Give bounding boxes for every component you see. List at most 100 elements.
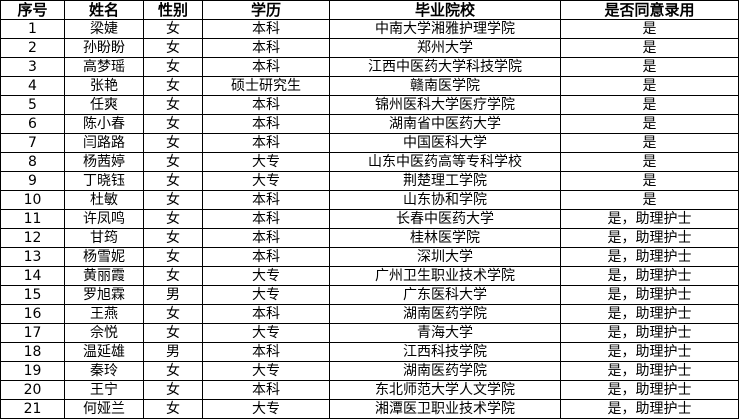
cell-education: 大专 (202, 266, 330, 286)
table-row: 10 杜敏女本科 山东协和学院是 (0, 190, 739, 210)
cell-education: 本科 (202, 19, 330, 39)
cell-school: 赣南医学院 (329, 76, 561, 96)
header-school: 毕业院校 (329, 0, 561, 20)
cell-school: 东北师范大学人文学院 (329, 380, 561, 400)
cell-education: 硕士研究生 (202, 76, 330, 96)
cell-index: 1 (0, 19, 65, 39)
cell-school: 江西科技学院 (329, 342, 561, 362)
cell-name: 张艳 (64, 76, 144, 96)
table-row: 8 杨茜婷女大专 山东中医药高等专科学校是 (0, 152, 739, 172)
table-row: 12 甘筠女本科 桂林医学院 是，助理护士 (0, 228, 739, 248)
cell-name: 王宁 (64, 380, 144, 400)
cell-hire-decision: 是 (560, 95, 739, 115)
cell-school: 山东协和学院 (329, 190, 561, 210)
cell-name: 梁婕 (64, 19, 144, 39)
table-row: 3 高梦瑶女本科 江西中医药大学科技学院是 (0, 57, 739, 77)
cell-hire-decision: 是，助理护士 (560, 285, 739, 305)
cell-education: 本科 (202, 342, 330, 362)
cell-school: 广东医科大学 (329, 285, 561, 305)
cell-school: 中南大学湘雅护理学院 (329, 19, 561, 39)
cell-name: 杨雪妮 (64, 247, 144, 267)
cell-gender: 男 (143, 285, 203, 305)
cell-gender: 女 (143, 361, 203, 381)
cell-hire-decision: 是，助理护士 (560, 304, 739, 324)
cell-gender: 女 (143, 114, 203, 134)
cell-name: 罗旭霖 (64, 285, 144, 305)
cell-name: 闫路路 (64, 133, 144, 153)
cell-education: 本科 (202, 380, 330, 400)
cell-index: 16 (0, 304, 65, 324)
cell-hire-decision: 是，助理护士 (560, 209, 739, 229)
cell-gender: 女 (143, 228, 203, 248)
cell-index: 12 (0, 228, 65, 248)
cell-gender: 女 (143, 57, 203, 77)
cell-school: 荆楚理工学院 (329, 171, 561, 191)
cell-index: 2 (0, 38, 65, 58)
cell-gender: 女 (143, 171, 203, 191)
cell-hire-decision: 是 (560, 133, 739, 153)
table-row: 17 佘悦女大专 青海大学 是，助理护士 (0, 323, 739, 343)
cell-hire-decision: 是，助理护士 (560, 228, 739, 248)
cell-hire-decision: 是，助理护士 (560, 266, 739, 286)
cell-name: 杜敏 (64, 190, 144, 210)
cell-education: 大专 (202, 171, 330, 191)
cell-education: 本科 (202, 57, 330, 77)
cell-gender: 女 (143, 152, 203, 172)
header-index: 序号 (0, 0, 65, 20)
cell-education: 大专 (202, 399, 330, 419)
cell-index: 8 (0, 152, 65, 172)
cell-name: 杨茜婷 (64, 152, 144, 172)
cell-school: 长春中医药大学 (329, 209, 561, 229)
cell-school: 湖南省中医药大学 (329, 114, 561, 134)
cell-hire-decision: 是 (560, 190, 739, 210)
cell-hire-decision: 是 (560, 114, 739, 134)
cell-gender: 女 (143, 95, 203, 115)
cell-name: 许凤鸣 (64, 209, 144, 229)
cell-hire-decision: 是，助理护士 (560, 399, 739, 419)
cell-education: 本科 (202, 247, 330, 267)
cell-school: 湖南医药学院 (329, 304, 561, 324)
cell-school: 桂林医学院 (329, 228, 561, 248)
header-name: 姓名 (64, 0, 144, 20)
cell-education: 大专 (202, 285, 330, 305)
cell-education: 大专 (202, 323, 330, 343)
cell-index: 5 (0, 95, 65, 115)
table-body: 1 梁婕女本科 中南大学湘雅护理学院是 2 孙盼盼女本科 郑州大学是 3 高梦瑶女本科 江西中医… (0, 19, 739, 419)
cell-name: 温延雄 (64, 342, 144, 362)
cell-index: 19 (0, 361, 65, 381)
cell-gender: 女 (143, 209, 203, 229)
cell-hire-decision: 是，助理护士 (560, 361, 739, 381)
cell-hire-decision: 是，助理护士 (560, 342, 739, 362)
cell-gender: 女 (143, 19, 203, 39)
cell-name: 何娅兰 (64, 399, 144, 419)
cell-index: 3 (0, 57, 65, 77)
cell-name: 孙盼盼 (64, 38, 144, 58)
table-row: 2 孙盼盼女本科 郑州大学是 (0, 38, 739, 58)
table-row: 21 何娅兰女大专 湘潭医卫职业技术学院 是，助理护士 (0, 399, 739, 419)
cell-school: 广州卫生职业技术学院 (329, 266, 561, 286)
header-education: 学历 (202, 0, 330, 20)
cell-index: 9 (0, 171, 65, 191)
cell-gender: 女 (143, 266, 203, 286)
cell-education: 本科 (202, 209, 330, 229)
cell-gender: 女 (143, 323, 203, 343)
cell-index: 4 (0, 76, 65, 96)
cell-gender: 女 (143, 380, 203, 400)
cell-gender: 女 (143, 133, 203, 153)
table-row: 7 闫路路女本科 中国医科大学是 (0, 133, 739, 153)
table-row: 20 王宁女本科 东北师范大学人文学院 是，助理护士 (0, 380, 739, 400)
cell-school: 中国医科大学 (329, 133, 561, 153)
cell-hire-decision: 是，助理护士 (560, 380, 739, 400)
cell-education: 本科 (202, 38, 330, 58)
cell-education: 本科 (202, 304, 330, 324)
cell-hire-decision: 是 (560, 19, 739, 39)
cell-education: 大专 (202, 152, 330, 172)
table-row: 5 任爽女本科 锦州医科大学医疗学院是 (0, 95, 739, 115)
table-row: 4 张艳女硕士研究生 赣南医学院是 (0, 76, 739, 96)
cell-index: 18 (0, 342, 65, 362)
cell-name: 王燕 (64, 304, 144, 324)
cell-index: 21 (0, 399, 65, 419)
cell-gender: 女 (143, 38, 203, 58)
cell-education: 本科 (202, 228, 330, 248)
